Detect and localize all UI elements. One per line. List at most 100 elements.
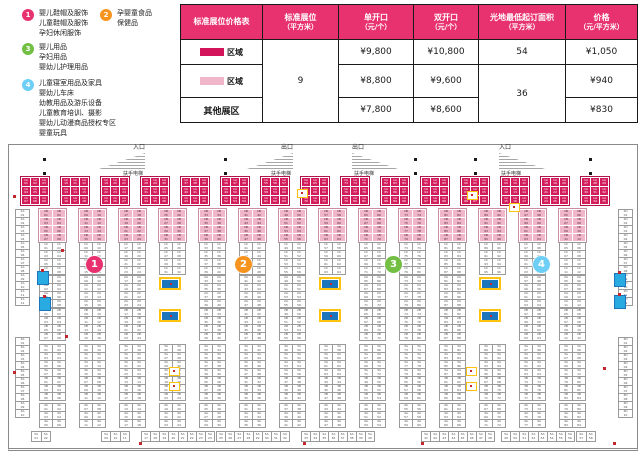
booth-cell: 2A 44 [253,284,265,291]
booth-cell: 1C 62 [333,259,345,266]
booth-block: 4A 79 4A 80 4A 81 4A 82 4A 83 4A 84 [559,403,586,428]
booth-cell: 1C15 [80,267,92,274]
booth-cell: 3A 81 [440,345,452,352]
booth-cell: 4A 08 [93,404,105,411]
booth-cell: 1B 11 [560,234,572,241]
booth-cell: 4A 11 [80,420,92,427]
min-area-cell: 36 [478,64,566,123]
booth-block: 3B 79 3B 80 3B 81 3B 82 3B 83 3B 84 [559,376,586,401]
booth-cell: 5A 51 [520,432,529,441]
booth-cell: 3A 07 [560,353,572,360]
booth-cell: 1A 01 [471,178,479,186]
booth-cell: 2A 19 [120,284,132,291]
booth-cell: 2B 08 [53,333,65,340]
booth-cell: 1C 61 [320,259,332,266]
booth-cell: 1A 14 [520,187,528,195]
booth-cell: 4A 16 [133,412,145,419]
booth-cell: 3A 01 [520,361,532,368]
booth-cell: 1A 65 [311,178,319,186]
booth-cell: 1C 48 [253,267,265,274]
booth-cell: 3A 86 [453,361,465,368]
booth-cell: 3D 07 [619,386,632,393]
booth-block: 1C 89 1C 90 1C 91 1C 92 1C 93 1C 94 1C 95 1C 96 [479,242,506,275]
booth-cell: 3A 68 [373,353,385,360]
booth-cell: 1A 66 [320,178,328,186]
booth-cell: 1C 87 [440,267,452,274]
booth-cell: 1C 68 [373,251,385,258]
booth-cell: 3A 93 [480,361,492,368]
booth-cell: 1B 23 [120,234,132,241]
booth-cell: 3A 05 [16,370,29,377]
booth-cell: 1B 26 [173,210,185,217]
booth-cell: 1B 07 [40,234,52,241]
booth-cell: 3A 09 [80,345,92,352]
booth-block: 1A 46 1A 47 1A 48 1A 49 1A 50 1A 51 1A 52 1A 53 1A 54 [220,176,250,206]
booth-block: 1B 73 1B 74 1B 75 1B 76 1B 77 1B 78 1B 79 1B 80 [398,208,427,243]
booth-block: 3B 55 3B 56 3B 57 3B 58 3B 59 3B 60 [399,376,426,401]
booth-cell: 1B 02 [53,210,65,217]
booth-cell: 5A 31 [271,432,280,441]
booth-cell: 1C 89 [480,243,492,250]
booth-cell: 3B 53 [360,393,372,400]
booth-block: 3B 67 3B 68 3B 69 3B 70 3B 71 3B 72 [479,376,506,401]
booth-cell: 3A 47 [240,369,252,376]
booth-cell: 3A 82 [453,345,465,352]
service-desk [319,309,341,322]
booth-cell: 3A 97 [520,345,532,352]
booth-cell: 2B 80 [413,333,425,340]
booth-cell: 1B 08 [573,218,585,225]
booth-cell: 4A 46 [333,412,345,419]
booth-cell: 3A 37 [200,361,212,368]
booth-cell: 2B 02 [533,325,545,332]
booth-block: 3B 61 3B 62 3B 63 3B 64 3B 65 3B 66 [439,376,466,401]
booth-cell: 3B 23 [160,393,172,400]
booth-cell: 1B 45 [240,226,252,233]
booth-cell: 3D 10 [619,410,632,417]
booth-cell: 5A 58 [586,432,595,441]
booth-block: 1B 17 1B 18 1B 19 1B 20 1B 21 1B 22 1B 23 1B 24 [118,208,147,243]
desk-counter-icon [330,311,338,320]
booth-cell: 3A 55 [280,369,292,376]
zone-cell-standard: 区域 [180,64,263,98]
legend-text-line: 婴儿鞋帽及服饰 [39,9,88,17]
header-price: 价格 （元/平方米） [565,4,638,40]
booth-cell: 1B 09 [560,226,572,233]
booth-cell: 1D 08 [619,266,632,273]
booth-block: 3B 49 3B 50 3B 51 3B 52 3B 53 3B 54 [359,376,386,401]
booth-cell: 1A 01 [16,210,29,217]
booth-cell: 4A 78 [533,420,545,427]
booth-cell: 1A 41 [191,187,199,195]
booth-cell: 1A 33 [582,196,590,204]
booth-cell: 1B 60 [333,218,345,225]
booth-cell: 1B 05 [560,210,572,217]
booth-block: 4A 49 4A 50 4A 51 4A 52 4A 53 4A 54 [359,403,386,428]
booth-block: 2B 81 2B 82 2B 83 2B 84 2B 85 2B 86 2B 87 2B 88 [439,308,466,341]
booth-cell: 3A 13 [80,361,92,368]
booth-cell: 1A 26 [560,196,568,204]
booth-cell: 3B 71 [480,393,492,400]
booth-cell: 2B 20 [133,317,145,324]
service-desk [159,309,181,322]
booth-cell: 1C 37 [200,259,212,266]
booth-block: 4A 61 4A 62 4A 63 4A 64 4A 65 4A 66 [439,403,466,428]
booth-block: 1B 97 1B 98 1B 99 1B 00 1B 01 1B 02 1B 03 1B 04 [518,208,547,243]
booth-cell: 5A 52 [529,432,538,441]
booth-cell: 1A 50 [231,187,239,195]
booth-cell: 3A 90 [493,345,505,352]
booth-cell: 1A 80 [351,196,359,204]
bottom-booth-strip: 5A 57 5A 58 [576,431,596,442]
booth-cell: 1A 20 [111,178,119,186]
booth-block: 1B 89 1B 90 1B 91 1B 92 1B 93 1B 94 1B 95 1B 96 [478,208,507,243]
desk-counter-icon [162,311,170,320]
booth-cell: 3B 11 [80,393,92,400]
pillar-dot [13,371,16,374]
booth-cell: 3A 56 [293,369,305,376]
booth-cell: 3B 50 [373,377,385,384]
booth-cell: 4A 12 [93,420,105,427]
booth-cell: 1B 15 [80,234,92,241]
booth-cell: 2B 34 [213,309,225,316]
booth-cell: 1B 12 [93,218,105,225]
booth-cell: 3A 07 [40,369,52,376]
booth-cell: 4A 73 [520,404,532,411]
booth-block: 1C 33 1C 34 1C 35 1C 36 1C 37 1C 38 1C 39 1C 40 [199,242,226,275]
